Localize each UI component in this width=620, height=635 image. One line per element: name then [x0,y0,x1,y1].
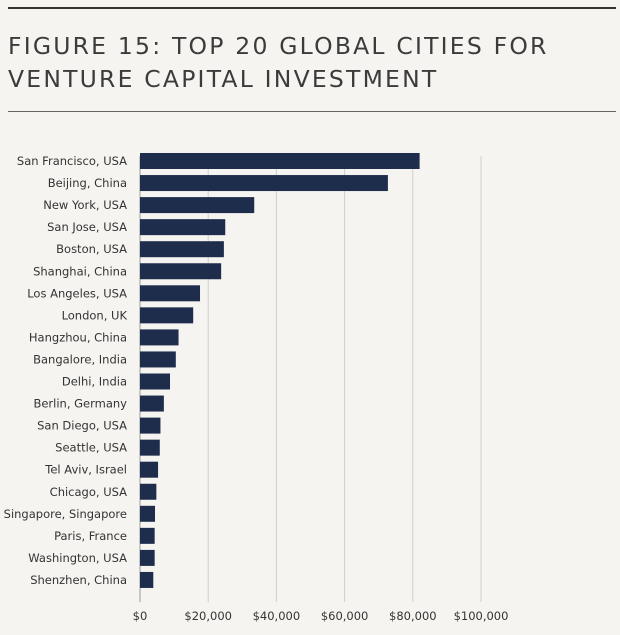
title-divider [8,111,616,112]
category-label: New York, USA [43,198,127,212]
category-label: Bangalore, India [33,352,127,366]
bar-new-york-usa [140,197,255,214]
category-label: Shenzhen, China [30,573,127,587]
category-label: San Francisco, USA [17,154,127,168]
category-label: Seattle, USA [55,441,127,455]
category-label: Berlin, Germany [33,397,127,411]
bar-delhi-india [140,373,171,390]
bar-paris-france [140,527,155,544]
category-label: Tel Aviv, Israel [44,463,127,477]
bar-san-jose-usa [140,219,226,236]
bar-shanghai-china [140,263,222,280]
category-label: Los Angeles, USA [27,286,127,300]
bar-washington-usa [140,549,155,566]
category-label: Shanghai, China [33,264,127,278]
category-label: San Diego, USA [37,419,127,433]
top-rule [8,7,616,9]
x-tick-label: $60,000 [321,609,369,623]
bar-beijing-china [140,175,388,192]
category-label: Chicago, USA [50,485,127,499]
bar-bangalore-india [140,351,176,368]
category-label: Delhi, India [62,375,127,389]
category-label: London, UK [62,308,128,322]
bar-san-francisco-usa [140,153,420,169]
bar-los-angeles-usa [140,285,201,302]
category-label: Boston, USA [56,242,127,256]
category-label: San Jose, USA [47,220,127,234]
bar-hangzhou-china [140,329,179,346]
bar-san-diego-usa [140,417,161,434]
chart-title: FIGURE 15: TOP 20 GLOBAL CITIES FOR VENT… [8,32,549,93]
bar-london-uk [140,307,194,324]
category-label: Washington, USA [28,551,127,565]
bar-singapore-singapore [140,505,156,522]
x-tick-label: $40,000 [253,609,301,623]
bar-shenzhen-china [140,571,154,588]
bar-seattle-usa [140,439,160,456]
bar-chart: San Francisco, USA Beijing, China New York… [4,153,509,623]
bar-boston-usa [140,241,224,258]
bar-chicago-usa [140,483,157,500]
bars [140,153,420,588]
x-tick-labels: $0 $20,000 $40,000 $60,000 $80,000 $100,000 [133,609,509,623]
bar-tel-aviv-israel [140,461,159,478]
x-tick-label: $0 [133,609,148,623]
x-tick-label: $80,000 [389,609,437,623]
category-label: Beijing, China [48,176,127,190]
x-tick-label: $20,000 [184,609,232,623]
bar-berlin-germany [140,395,164,412]
x-tick-label: $100,000 [454,609,509,623]
category-label: Hangzhou, China [29,330,127,344]
category-labels: San Francisco, USA Beijing, China New York… [4,154,128,587]
category-label: Paris, France [54,529,127,543]
category-label: Singapore, Singapore [4,507,127,521]
